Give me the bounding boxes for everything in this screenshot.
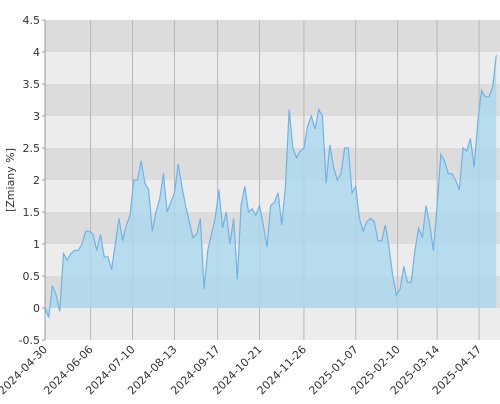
y-axis-label: [Zmiany %] (4, 148, 17, 212)
y-tick-label: 1 (33, 238, 40, 251)
y-tick-label: 2 (33, 174, 40, 187)
band (45, 308, 500, 340)
band (45, 84, 500, 116)
band (45, 148, 500, 180)
y-tick-label: -0.5 (19, 334, 40, 347)
line (44, 55, 497, 318)
y-tick-label: 2.5 (23, 142, 41, 155)
y-tick-label: 3.5 (23, 78, 41, 91)
y-tick-label: 3 (33, 110, 40, 123)
y-tick-label: 1.5 (23, 206, 41, 219)
area (45, 55, 497, 318)
band (45, 20, 500, 52)
y-tick-label: 4 (33, 46, 40, 59)
y-tick-label: 0 (33, 302, 40, 315)
band (45, 52, 500, 84)
y-tick-label: 4.5 (23, 14, 41, 27)
band (45, 116, 500, 148)
y-tick-label: 0.5 (23, 270, 41, 283)
